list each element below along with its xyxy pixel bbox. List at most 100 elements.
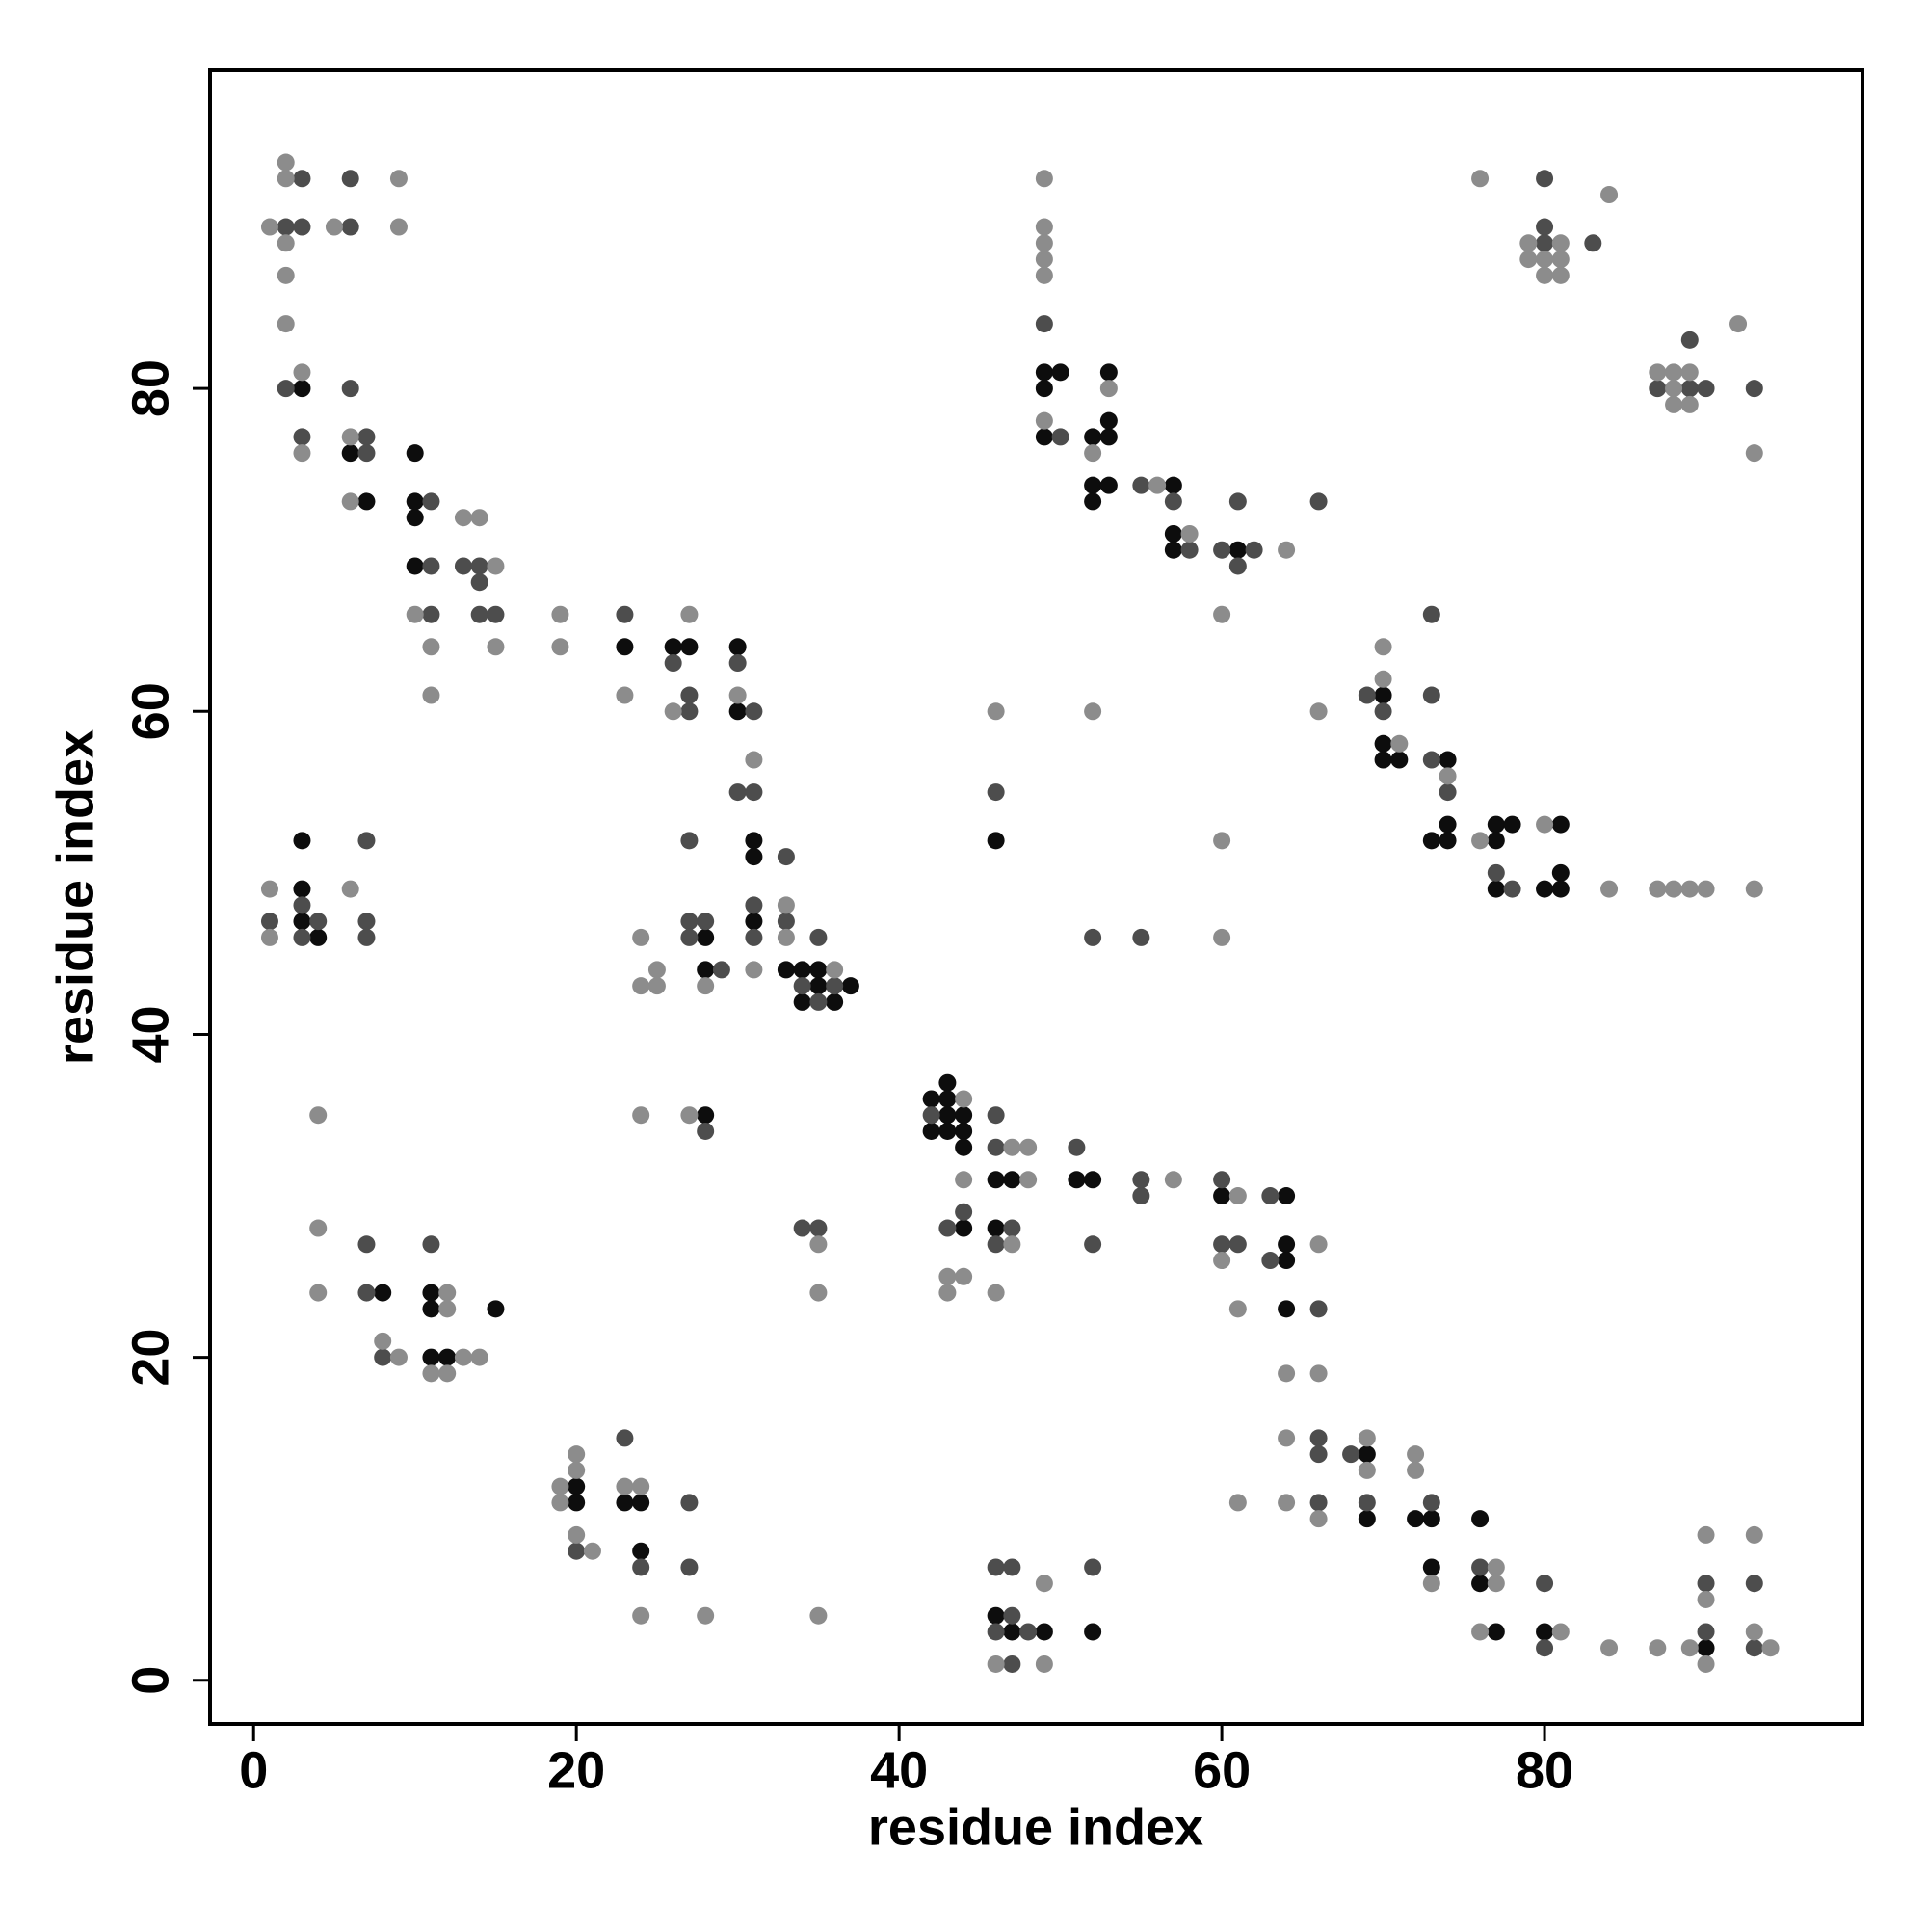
point <box>777 961 795 979</box>
point <box>1374 734 1392 753</box>
point <box>1487 863 1505 882</box>
point <box>487 605 505 623</box>
point <box>1536 815 1554 834</box>
point <box>1084 1623 1102 1641</box>
point <box>406 557 424 575</box>
point <box>293 363 311 382</box>
point <box>664 638 682 656</box>
point <box>1503 815 1521 834</box>
point <box>551 638 569 656</box>
point <box>1503 880 1521 898</box>
point <box>1745 1639 1763 1657</box>
point <box>568 1542 586 1560</box>
point <box>809 977 828 995</box>
point <box>987 1171 1005 1189</box>
point <box>1278 1235 1296 1254</box>
point <box>616 1429 634 1447</box>
point <box>1164 524 1182 543</box>
point <box>1422 1494 1440 1512</box>
point <box>793 1219 811 1237</box>
point <box>777 848 795 866</box>
y-tick-label: 0 <box>121 1666 179 1695</box>
point <box>1278 1429 1296 1447</box>
point <box>955 1203 973 1221</box>
point <box>277 218 295 236</box>
point <box>1584 234 1602 252</box>
point <box>987 1235 1005 1254</box>
point <box>1551 815 1570 834</box>
point <box>1035 380 1053 398</box>
point <box>1665 395 1683 413</box>
point <box>1745 1623 1763 1641</box>
point <box>1358 1429 1376 1447</box>
point <box>1068 1171 1086 1189</box>
point <box>551 605 569 623</box>
point <box>293 444 311 463</box>
point <box>1358 1461 1376 1479</box>
point <box>293 880 311 898</box>
point <box>987 1219 1005 1237</box>
point <box>1132 476 1150 494</box>
point <box>309 1284 328 1302</box>
point <box>389 170 408 188</box>
point <box>1745 444 1763 463</box>
x-tick-label: 40 <box>870 1741 928 1799</box>
point <box>697 928 715 946</box>
point <box>1132 928 1150 946</box>
point <box>616 605 634 623</box>
point <box>374 1284 392 1302</box>
point <box>1003 1654 1021 1673</box>
point <box>987 1623 1005 1641</box>
point <box>987 1558 1005 1576</box>
point <box>277 315 295 333</box>
point <box>1761 1639 1780 1657</box>
point <box>1729 315 1748 333</box>
point <box>1213 541 1231 559</box>
point <box>470 1348 488 1366</box>
point <box>422 686 440 704</box>
point <box>809 1606 828 1625</box>
point <box>1099 363 1118 382</box>
point <box>1665 880 1683 898</box>
point <box>1439 751 1457 769</box>
point <box>1439 783 1457 802</box>
point <box>438 1284 457 1302</box>
point <box>1035 1654 1053 1673</box>
point <box>1649 880 1667 898</box>
point <box>1407 1510 1425 1528</box>
point <box>1035 1623 1053 1641</box>
point <box>632 928 650 946</box>
point <box>793 992 811 1011</box>
point <box>1422 1575 1440 1593</box>
point <box>680 913 699 931</box>
point <box>987 783 1005 802</box>
point <box>955 1171 973 1189</box>
point <box>454 1348 472 1366</box>
point <box>1164 1171 1182 1189</box>
point <box>374 1348 392 1366</box>
point <box>1309 1235 1328 1254</box>
point <box>1551 880 1570 898</box>
point <box>1309 1510 1328 1528</box>
point <box>1551 863 1570 882</box>
point <box>1697 1575 1715 1593</box>
point <box>1390 734 1409 753</box>
point <box>1180 524 1199 543</box>
point <box>1680 395 1699 413</box>
point <box>568 1525 586 1544</box>
point <box>1245 541 1263 559</box>
point <box>1422 751 1440 769</box>
point <box>1536 1639 1554 1657</box>
point <box>680 1558 699 1576</box>
point <box>1600 880 1619 898</box>
point <box>1536 266 1554 284</box>
point <box>1019 1138 1038 1156</box>
point <box>1309 492 1328 511</box>
point <box>987 1606 1005 1625</box>
point <box>1213 1235 1231 1254</box>
point <box>809 961 828 979</box>
point <box>1600 1639 1619 1657</box>
point <box>1278 1252 1296 1270</box>
point <box>260 880 278 898</box>
point <box>1084 1558 1102 1576</box>
